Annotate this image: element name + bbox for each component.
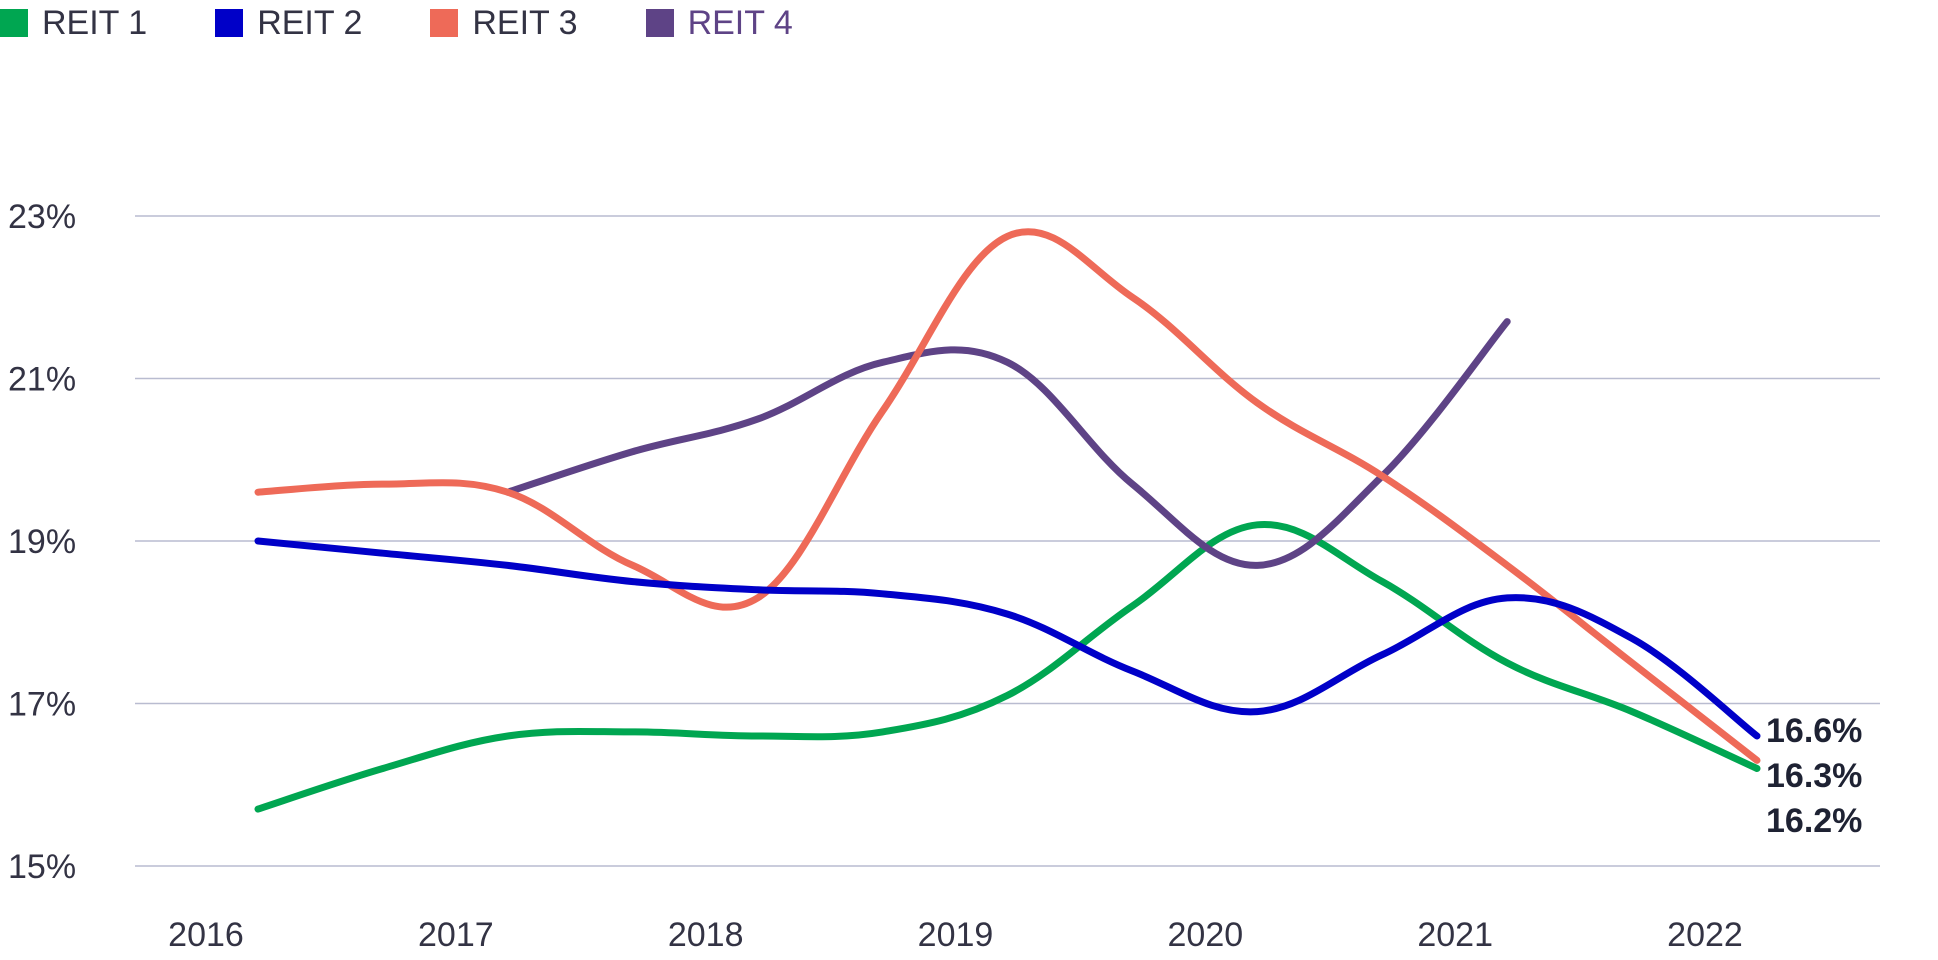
series-lines [254,228,1761,813]
y-tick-label: 21% [8,361,76,399]
series-line-reit-3[interactable] [254,228,1761,764]
x-tick-label: 2019 [918,916,994,954]
legend-label-reit-1: REIT 1 [42,3,148,42]
legend-item-reit-2[interactable]: REIT 2 [215,4,362,43]
y-tick-label: 17% [8,686,76,724]
end-labels: 16.6% 16.3% 16.2% [1766,712,1862,840]
legend-item-reit-3[interactable]: REIT 3 [430,3,578,43]
legend-label-reit-3: REIT 3 [472,3,578,42]
x-tick-label: 2017 [418,916,494,954]
x-tick-label: 2016 [168,916,244,954]
legend-swatch-reit-4 [645,9,674,37]
end-label-reit-3: 16.3% [1766,757,1862,795]
legend-item-reit-4[interactable]: REIT 4 [645,3,793,43]
end-label-reit-1: 16.2% [1766,802,1862,840]
legend: REIT 1 REIT 2 REIT 3 REIT 4 [0,0,861,46]
legend-label-reit-2: REIT 2 [257,3,363,42]
legend-swatch-reit-2 [215,9,244,37]
x-axis-ticks: 2016 2017 2018 2019 2020 2021 2022 [168,916,1743,954]
legend-item-reit-1[interactable]: REIT 1 [0,4,147,43]
y-tick-label: 15% [8,848,76,886]
legend-label-reit-4: REIT 4 [687,3,793,42]
x-tick-label: 2018 [668,916,744,954]
legend-swatch-reit-1 [0,9,28,37]
x-tick-label: 2022 [1667,916,1743,954]
x-tick-label: 2021 [1417,916,1493,954]
end-label-reit-2: 16.6% [1766,712,1862,750]
y-axis-ticks: 15% 17% 19% 21% 23% [8,198,76,886]
series-line-reit-4[interactable] [504,318,1511,569]
gridlines [135,215,1880,867]
legend-swatch-reit-3 [430,9,459,37]
y-tick-label: 23% [8,198,76,236]
x-tick-label: 2020 [1168,916,1244,954]
y-tick-label: 19% [8,523,76,561]
series-line-reit-1[interactable] [254,520,1761,813]
series-line-reit-2[interactable] [254,537,1761,740]
